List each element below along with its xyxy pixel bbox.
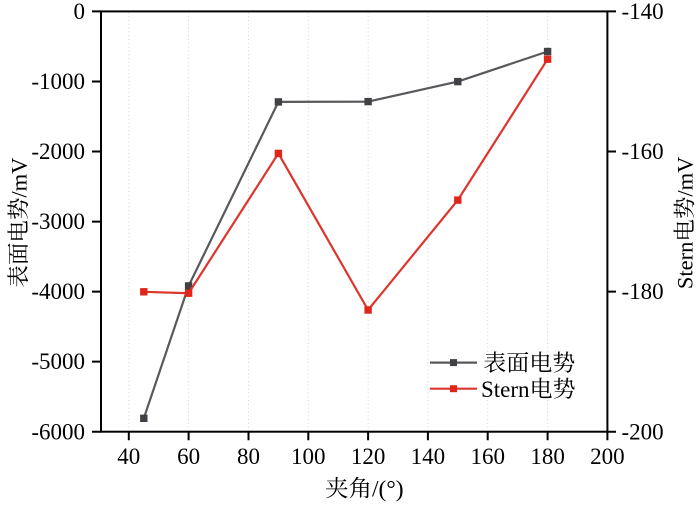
svg-text:200: 200 [590,444,625,469]
svg-text:-1000: -1000 [31,69,85,94]
svg-text:-140: -140 [622,0,664,24]
svg-text:-3000: -3000 [31,209,85,234]
svg-text:100: 100 [291,444,326,469]
svg-text:-4000: -4000 [31,279,85,304]
svg-text:140: 140 [411,444,446,469]
svg-text:120: 120 [351,444,386,469]
svg-text:-200: -200 [622,419,664,444]
svg-text:/(°): /(°) [372,477,404,503]
svg-text:-6000: -6000 [31,419,85,444]
svg-text:180: 180 [530,444,565,469]
svg-text:-160: -160 [622,139,664,164]
svg-text:Stern: Stern [481,377,530,402]
svg-text:60: 60 [177,444,200,469]
svg-text:160: 160 [470,444,505,469]
svg-text:40: 40 [117,444,140,469]
svg-text:-2000: -2000 [31,139,85,164]
svg-text:/mV: /mV [672,157,697,197]
svg-text:Stern: Stern [672,242,697,290]
svg-text:0: 0 [74,0,86,24]
svg-text:-180: -180 [622,279,664,304]
svg-text:80: 80 [237,444,260,469]
svg-text:/mV: /mV [6,158,31,198]
svg-text:-5000: -5000 [31,349,85,374]
